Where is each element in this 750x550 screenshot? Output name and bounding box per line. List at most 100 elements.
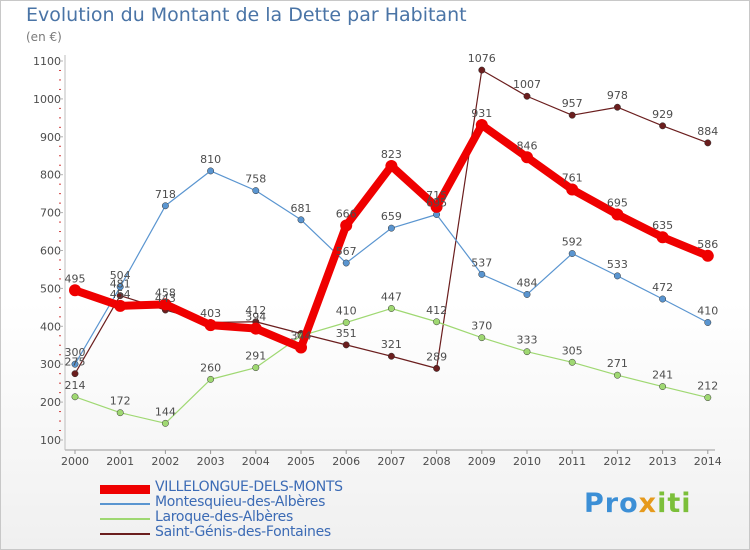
x-tick-label: 2007 [377,455,405,468]
data-point [204,319,217,332]
data-point [568,358,576,366]
data-label: 666 [336,207,357,220]
data-label: 681 [291,202,312,215]
data-label: 695 [607,196,628,209]
data-point [478,270,486,278]
data-label: 454 [110,288,131,301]
data-label: 214 [65,379,86,392]
data-label: 929 [652,108,673,121]
data-point [71,370,79,378]
data-label: 291 [245,350,266,363]
line-chart: 100 200 300 400 500 600 700 800 900 1000 1100 2000 2… [33,52,722,468]
data-label: 978 [607,89,628,102]
data-point [433,318,441,326]
data-point [430,200,443,213]
data-label: 635 [652,219,673,232]
data-point [613,103,621,111]
data-label: 403 [200,307,221,320]
data-point [659,383,667,391]
data-label: 241 [652,369,673,382]
x-tick-label: 2011 [558,455,586,468]
data-label: 321 [381,338,402,351]
y-tick-label: 200 [40,396,61,409]
data-label: 718 [155,188,176,201]
data-point [523,92,531,100]
unit-label: (en €) [26,30,62,44]
data-point [71,393,79,401]
x-tick-label: 2008 [423,455,451,468]
data-label: 537 [471,256,492,269]
data-label: 344 [291,330,312,343]
data-label: 567 [336,245,357,258]
data-label: 412 [426,304,447,317]
data-label: 212 [697,380,718,393]
data-label: 443 [155,292,176,305]
data-point [295,341,307,354]
data-label: 533 [607,258,628,271]
data-point [611,208,624,221]
data-point [387,352,395,360]
data-label: 351 [336,327,357,340]
data-point [161,419,169,427]
x-tick-label: 2001 [106,455,134,468]
data-label: 144 [155,405,176,418]
data-label: 410 [336,305,357,318]
data-point [568,111,576,119]
data-label: 1007 [513,78,541,91]
data-label: 592 [562,236,583,249]
data-point [475,119,488,132]
data-point [207,375,215,383]
data-label: 410 [697,305,718,318]
data-label: 394 [245,311,266,324]
x-tick-label: 2014 [694,455,722,468]
data-point [656,231,669,244]
y-tick-label: 900 [40,131,61,144]
data-point [433,364,441,372]
data-label: 305 [562,344,583,357]
data-point [704,319,712,326]
data-point [71,360,79,368]
data-label: 823 [381,148,402,161]
data-label: 659 [381,210,402,223]
data-point [659,295,667,303]
x-tick-label: 2002 [151,455,179,468]
y-tick-label: 800 [40,169,61,182]
data-point [613,272,621,280]
data-point [613,371,621,379]
data-label: 1076 [468,52,496,65]
data-point [161,202,169,210]
data-point [704,139,712,147]
data-point [568,250,576,257]
data-label: 846 [517,139,538,152]
data-point [387,305,395,312]
legend-label-villelongue: VILLELONGUE-DELS-MONTS [155,479,343,495]
data-label: 931 [471,107,492,120]
data-point [252,187,260,195]
data-point [523,348,531,356]
data-label: 761 [562,171,583,184]
legend-label-laroque: Laroque-des-Albères [155,509,293,525]
data-label: 586 [697,238,718,251]
x-tick-label: 2003 [197,455,225,468]
data-label: 481 [110,278,131,291]
data-point [159,298,172,311]
data-point [521,151,533,164]
x-tick-label: 2010 [513,455,541,468]
data-label: 484 [517,276,538,289]
data-point [387,224,395,232]
data-point [69,284,81,297]
data-label: 695 [426,196,447,209]
data-point [116,292,124,300]
x-tick-label: 2013 [649,455,677,468]
legend-label-saint-genis: Saint-Génis-des-Fontaines [155,524,331,540]
data-point [342,319,350,326]
x-tick-label: 2006 [332,455,360,468]
data-point [566,183,579,196]
y-tick-label: 300 [40,358,61,371]
y-tick-label: 500 [40,282,61,295]
chart-title: Evolution du Montant de la Dette par Hab… [26,4,467,26]
data-label: 495 [65,272,86,285]
data-label: 370 [471,320,492,333]
x-tick-label: 2009 [468,455,496,468]
